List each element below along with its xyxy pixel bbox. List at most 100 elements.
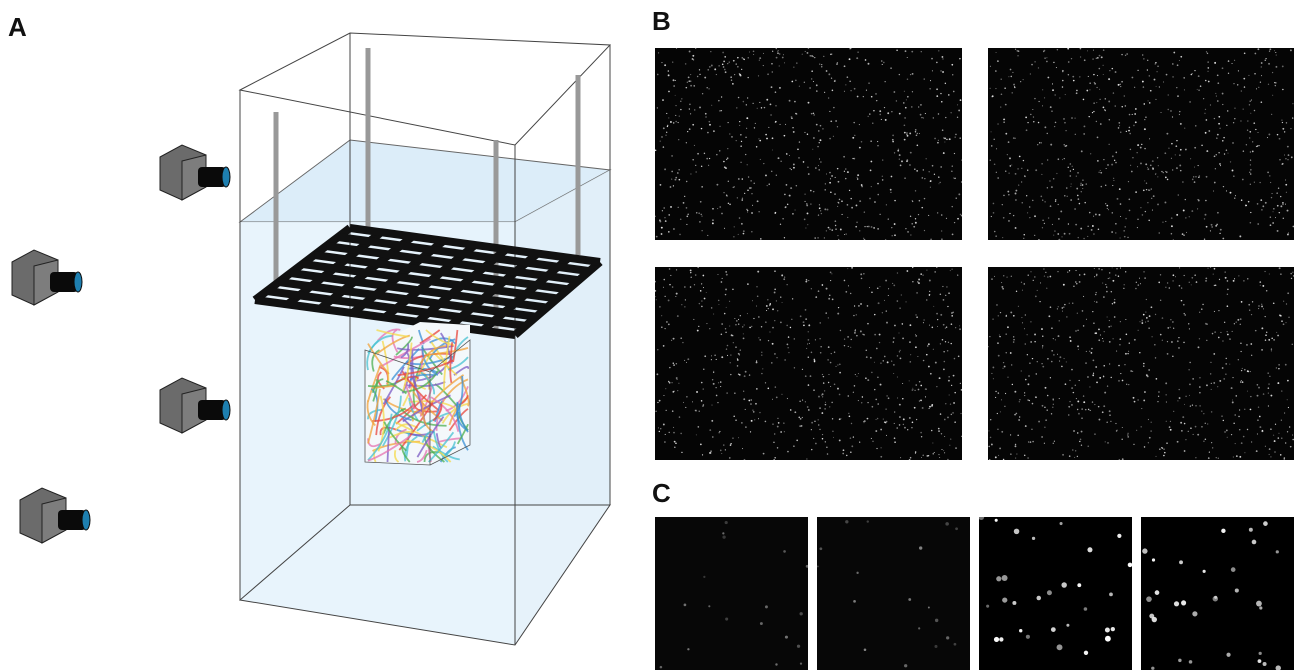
particle (808, 173, 810, 175)
particle (934, 138, 936, 140)
particle (1008, 220, 1010, 222)
particle (1185, 314, 1186, 315)
particle (704, 355, 706, 357)
particle (1162, 340, 1163, 341)
panel-label: C (652, 478, 671, 508)
particle (1007, 277, 1008, 278)
particle (1260, 285, 1261, 286)
particle (834, 351, 835, 352)
particle (924, 230, 925, 231)
particle (998, 315, 999, 316)
particle (994, 637, 999, 642)
particle (824, 390, 825, 391)
particle-image (988, 267, 1294, 460)
particle (685, 299, 686, 300)
particle (835, 177, 836, 178)
particle (938, 176, 940, 178)
particle (1258, 659, 1262, 663)
particle (924, 198, 925, 199)
particle (656, 299, 657, 300)
particle (1127, 353, 1128, 354)
particle (1240, 324, 1241, 325)
particle (662, 210, 663, 211)
particle (1114, 316, 1116, 318)
particle (813, 137, 815, 139)
particle (910, 457, 912, 459)
particle (1232, 401, 1234, 403)
particle (1279, 138, 1281, 140)
particle (1054, 441, 1055, 442)
particle (839, 199, 841, 201)
particle (1059, 97, 1060, 98)
particle (1144, 128, 1146, 130)
particle (999, 448, 1001, 450)
particle (661, 233, 663, 235)
particle (1103, 376, 1104, 377)
particle (1237, 319, 1239, 321)
particle (802, 369, 803, 370)
particle (729, 204, 731, 206)
particle (1077, 400, 1079, 402)
particle (1010, 165, 1011, 166)
particle (1284, 131, 1285, 132)
particle (892, 235, 893, 236)
particle (902, 383, 903, 384)
particle (1235, 443, 1236, 444)
particle (1103, 296, 1105, 298)
particle (1261, 62, 1263, 64)
particle (1109, 119, 1110, 120)
particle (1125, 353, 1127, 355)
particle (955, 134, 957, 136)
particle (1083, 99, 1085, 101)
particle (1256, 88, 1257, 89)
particle (912, 267, 913, 268)
particle (920, 273, 922, 275)
particle (1217, 82, 1219, 84)
particle (1249, 310, 1250, 311)
particle (775, 105, 777, 107)
particle (712, 208, 714, 210)
particle (851, 445, 853, 447)
particle (885, 119, 887, 121)
particle (1003, 362, 1004, 363)
particle (1181, 430, 1183, 432)
particle (831, 175, 833, 177)
particle (1265, 202, 1267, 204)
particle (1015, 199, 1017, 201)
particle (959, 58, 961, 60)
particle (1111, 377, 1112, 378)
particle (915, 453, 916, 454)
particle (1092, 401, 1093, 402)
particle (939, 377, 941, 379)
particle (701, 382, 703, 384)
particle (1107, 442, 1109, 444)
particle (1014, 414, 1016, 416)
particle (1285, 322, 1286, 323)
particle (822, 374, 823, 375)
particle (872, 123, 873, 124)
particle (1000, 312, 1001, 313)
particle (805, 51, 806, 52)
particle (818, 165, 819, 166)
particle (1180, 123, 1182, 125)
particle (1054, 126, 1055, 127)
particle (711, 405, 712, 406)
particle (996, 148, 997, 149)
particle (673, 391, 674, 392)
particle (1063, 306, 1065, 308)
particle (905, 50, 907, 52)
particle (924, 178, 925, 179)
particle (678, 122, 679, 123)
particle (1108, 209, 1109, 210)
particle (655, 149, 657, 151)
particle (1163, 172, 1164, 173)
particle (922, 407, 924, 409)
particle (1094, 82, 1095, 83)
particle (915, 129, 917, 131)
particle (733, 60, 735, 62)
particle (1277, 335, 1279, 337)
particle (1079, 76, 1080, 77)
particle (1078, 349, 1079, 350)
particle (1154, 344, 1155, 345)
particle (906, 134, 907, 135)
